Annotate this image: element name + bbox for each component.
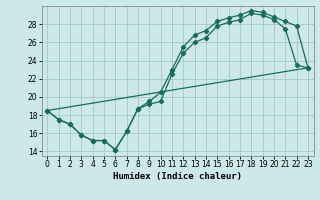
X-axis label: Humidex (Indice chaleur): Humidex (Indice chaleur) <box>113 172 242 181</box>
